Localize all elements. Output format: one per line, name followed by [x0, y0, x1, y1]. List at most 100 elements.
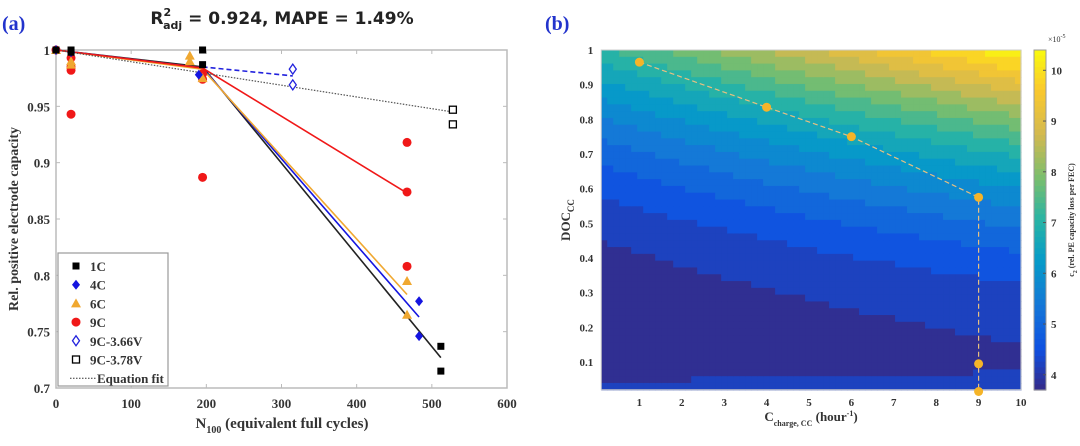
heatmap-cell: [895, 138, 902, 146]
heatmap-cell: [967, 274, 974, 282]
heatmap-cell: [1009, 158, 1016, 167]
heatmap-cell: [619, 348, 626, 357]
heatmap-cell: [721, 199, 728, 207]
heatmap-cell: [631, 213, 638, 221]
heatmap-cell: [955, 50, 962, 58]
heatmap-cell: [901, 240, 908, 248]
heatmap-cell: [715, 233, 722, 241]
heatmap-cell: [865, 308, 872, 316]
heatmap-cell: [1003, 199, 1010, 207]
heatmap-cell: [937, 104, 944, 112]
heatmap-cell: [637, 308, 644, 316]
heatmap-cell: [643, 56, 650, 65]
heatmap-cell: [799, 219, 806, 228]
heatmap-cell: [1003, 362, 1010, 370]
heatmap-cell: [637, 206, 644, 214]
heatmap-cell: [697, 77, 704, 85]
heatmap-cell: [727, 342, 734, 350]
heatmap-cell: [865, 328, 872, 337]
heatmap-cell: [871, 172, 878, 180]
heatmap-cell: [907, 90, 914, 99]
heatmap-cell: [727, 226, 734, 235]
heatmap-cell: [799, 321, 806, 330]
heatmap-cell: [853, 124, 860, 133]
heatmap-cell: [793, 260, 800, 269]
heatmap-cell: [781, 83, 788, 92]
heatmap-cell: [883, 206, 890, 214]
heatmap-cell: [1009, 328, 1016, 337]
heatmap-cell: [697, 90, 704, 99]
heatmap-cell: [895, 90, 902, 99]
heatmap-cell: [631, 206, 638, 214]
heatmap-cell: [709, 376, 716, 384]
heatmap-cell: [781, 131, 788, 139]
heatmap-cell: [1003, 192, 1010, 201]
heatmap-cell: [817, 104, 824, 112]
heatmap-cell: [901, 328, 908, 337]
heatmap-cell: [775, 179, 782, 187]
heatmap-cell: [625, 240, 632, 248]
heatmap-cell: [673, 192, 680, 201]
heatmap-cell: [943, 376, 950, 384]
heatmap-cell: [955, 355, 962, 364]
heatmap-cell: [607, 192, 614, 201]
heatmap-cell: [661, 165, 668, 173]
heatmap-cell: [841, 267, 848, 275]
heatmap-cell: [1003, 63, 1010, 71]
heatmap-cell: [763, 90, 770, 99]
heatmap-cell: [877, 104, 884, 112]
heatmap-cell: [757, 131, 764, 139]
heatmap-cell: [661, 206, 668, 214]
heatmap-cell: [859, 382, 866, 391]
heatmap-cell: [937, 233, 944, 241]
heatmap-cell: [955, 294, 962, 303]
colorbar-segment: [1034, 163, 1046, 170]
heatmap-cell: [787, 247, 794, 255]
heatmap-cell: [655, 138, 662, 146]
heatmap-cell: [907, 219, 914, 228]
heatmap-cell: [781, 287, 788, 296]
legend-marker-6c: [71, 298, 81, 308]
heatmap-cell: [805, 158, 812, 167]
heatmap-cell: [769, 294, 776, 303]
heatmap-cell: [955, 321, 962, 330]
heatmap-cell: [667, 199, 674, 207]
heatmap-cell: [823, 111, 830, 119]
heatmap-cell: [817, 138, 824, 146]
heatmap-cell: [871, 376, 878, 384]
heatmap-cell: [775, 376, 782, 384]
heatmap-cell: [781, 308, 788, 316]
heatmap-cell: [829, 321, 836, 330]
heatmap-cell: [829, 362, 836, 370]
heatmap-cell: [955, 369, 962, 377]
heatmap-cell: [709, 308, 716, 316]
heatmap-cell: [787, 328, 794, 337]
heatmap-cell: [751, 172, 758, 180]
heatmap-cell: [631, 382, 638, 391]
heatmap-cell: [709, 50, 716, 58]
heatmap-cell: [913, 192, 920, 201]
heatmap-cell: [769, 158, 776, 167]
heatmap-cell: [847, 192, 854, 201]
heatmap-cell: [847, 315, 854, 323]
heatmap-cell: [649, 287, 656, 296]
heatmap-cell: [895, 342, 902, 350]
heatmap-cell: [841, 90, 848, 99]
heatmap-cell: [745, 335, 752, 343]
heatmap-cell: [841, 138, 848, 146]
heatmap-cell: [601, 97, 608, 105]
heatmap-cell: [955, 219, 962, 228]
heatmap-cell: [931, 145, 938, 153]
heatmap-cell: [865, 382, 872, 391]
heatmap-cell: [733, 158, 740, 167]
heatmap-cell: [691, 165, 698, 173]
heatmap-cell: [955, 145, 962, 153]
heatmap-cell: [709, 335, 716, 343]
x-tick-label: 3: [721, 397, 727, 409]
heatmap-cell: [787, 240, 794, 248]
heatmap-cell: [811, 151, 818, 160]
heatmap-cell: [715, 206, 722, 214]
data-point-9c: [66, 109, 76, 119]
heatmap-cell: [883, 56, 890, 65]
heatmap-cell: [793, 240, 800, 248]
